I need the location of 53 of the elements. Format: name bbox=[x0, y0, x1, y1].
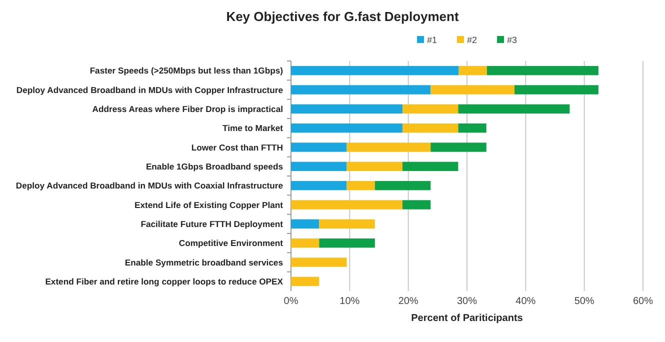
bar bbox=[291, 66, 459, 76]
bar bbox=[486, 66, 598, 76]
x-tick-label: 0% bbox=[284, 296, 298, 307]
bar bbox=[458, 123, 486, 133]
y-tick-label: Extend Life of Existing Copper Plant bbox=[134, 200, 284, 210]
y-tick-label: Address Areas where Fiber Drop is impractical bbox=[92, 104, 283, 114]
bar bbox=[458, 66, 487, 76]
bar bbox=[291, 276, 320, 286]
y-tick-label: Facilitate Future FTTH Deployment bbox=[140, 218, 284, 229]
bar bbox=[291, 200, 402, 210]
bar bbox=[291, 123, 402, 133]
x-tick-label: 20% bbox=[398, 296, 418, 307]
bar bbox=[319, 219, 375, 229]
y-tick-label: Lower Cost than FTTH bbox=[191, 142, 283, 152]
y-tick-label: Deploy Advanced Broadband in MDUs with Coaxial Infrastructure bbox=[16, 180, 284, 191]
bar bbox=[346, 142, 431, 152]
y-tick-label: Time to Market bbox=[222, 123, 284, 134]
bar bbox=[291, 258, 347, 267]
legend-label: #3 bbox=[507, 35, 518, 45]
bar bbox=[291, 142, 347, 152]
x-axis-title: Percent of Pariticipants bbox=[411, 313, 524, 324]
bar bbox=[346, 162, 402, 172]
bar bbox=[430, 85, 515, 94]
x-tick-label: 50% bbox=[574, 296, 594, 307]
y-tick-label: Enable 1Gbps Broadband speeds bbox=[146, 161, 284, 172]
bar bbox=[291, 85, 431, 94]
x-tick-label: 10% bbox=[340, 296, 360, 307]
bar bbox=[402, 123, 458, 133]
legend-label: #2 bbox=[467, 35, 478, 45]
bar bbox=[346, 180, 375, 190]
y-tick-label: Deploy Advanced Broadband in MDUs with Copper Infrastructure bbox=[16, 84, 284, 95]
bar bbox=[291, 238, 320, 248]
bar bbox=[514, 85, 598, 94]
chart-title: Key Objectives for G.fast Deployment bbox=[226, 9, 460, 24]
bar bbox=[430, 142, 486, 152]
x-tick-label: 40% bbox=[516, 296, 536, 307]
y-tick-label: Enable Symmetric broadband services bbox=[124, 257, 284, 268]
bar bbox=[291, 162, 347, 172]
x-tick-label: 60% bbox=[632, 296, 654, 307]
y-tick-label: Faster Speeds (>250Mbps but less than 1Gbps) bbox=[90, 66, 284, 76]
bar bbox=[402, 200, 431, 210]
y-tick-label: Extend Fiber and retire long copper loops to reduce OPEX bbox=[45, 276, 284, 286]
bar bbox=[291, 180, 347, 190]
x-tick-label: 30% bbox=[456, 296, 478, 307]
legend-label: #1 bbox=[427, 35, 438, 45]
bar bbox=[291, 104, 402, 114]
bar bbox=[291, 219, 320, 229]
bar bbox=[319, 238, 375, 248]
bar bbox=[402, 162, 458, 172]
bar bbox=[374, 180, 431, 190]
bar bbox=[402, 104, 458, 114]
y-tick-label: Competitive Environment bbox=[178, 238, 284, 248]
bar bbox=[458, 104, 570, 114]
